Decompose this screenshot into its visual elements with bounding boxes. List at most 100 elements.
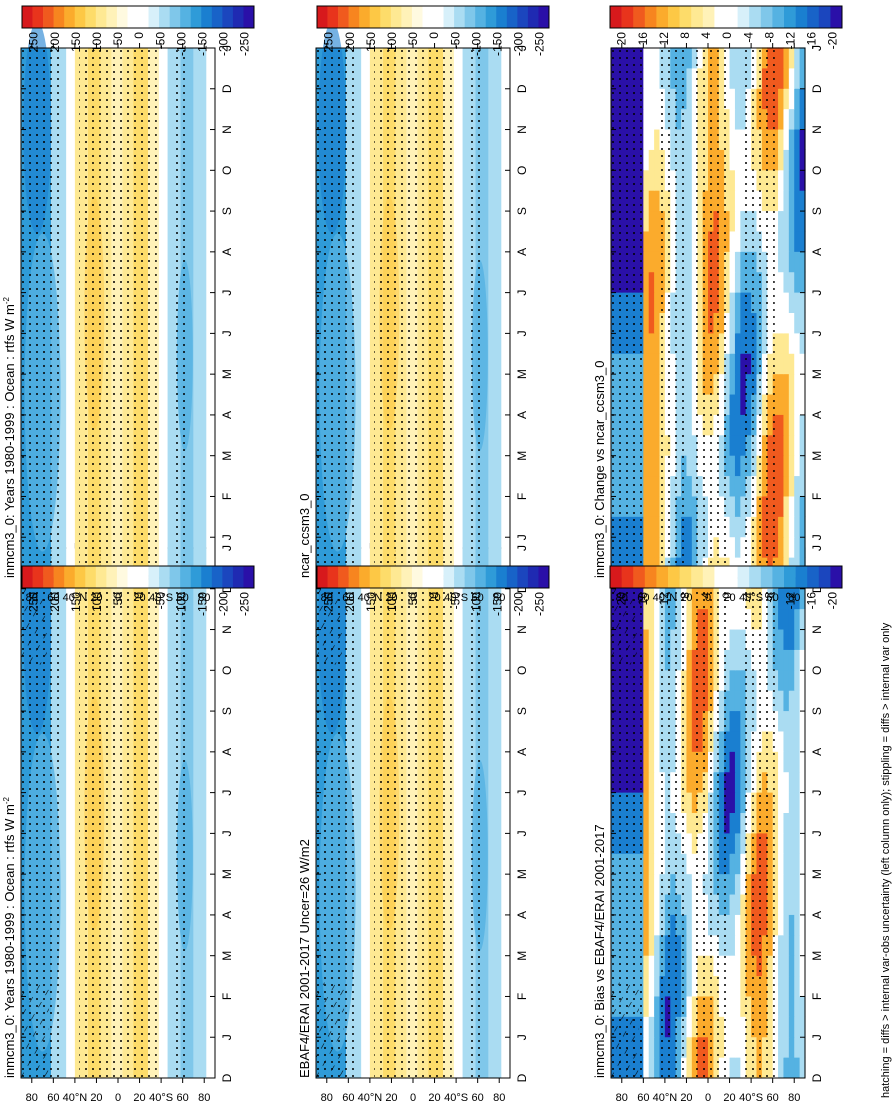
- colorbar-swatch: [401, 6, 413, 28]
- month-tick-label: F: [810, 993, 824, 1000]
- colorbar-label: 200: [48, 32, 62, 52]
- lat-tick-label: 20: [133, 1092, 145, 1104]
- colorbar-swatch: [538, 6, 550, 28]
- colorbar-swatch: [506, 566, 518, 588]
- colorbar-label: -100: [469, 592, 483, 616]
- colorbar-swatch: [784, 6, 796, 28]
- panel-title: ncar_ccsm3_0: [297, 493, 312, 578]
- colorbar-label: 150: [364, 592, 378, 612]
- colorbar-swatch: [679, 6, 692, 28]
- colorbar-swatch: [74, 566, 86, 588]
- colorbar-swatch: [818, 6, 831, 28]
- colorbar-swatch: [243, 6, 255, 28]
- colorbar-swatch: [411, 566, 423, 588]
- month-tick-label: N: [220, 625, 234, 634]
- colorbar-label: 200: [343, 592, 357, 612]
- stippling-region: [740, 548, 775, 1078]
- colorbars: 250 200 150 100 50 0 -50 -100 -150 -200 -250 250 200…: [21, 5, 843, 616]
- lat-tick-label: 40°S: [739, 1092, 763, 1104]
- colorbar-swatch: [679, 566, 692, 588]
- colorbar-label: 200: [343, 32, 357, 52]
- month-tick-label: J: [515, 330, 529, 336]
- lat-tick-label: 60: [342, 1092, 354, 1104]
- month-tick-label: D: [220, 584, 234, 593]
- lat-tick-label: 40°S: [444, 1092, 468, 1104]
- lat-tick-label: 60: [342, 592, 354, 604]
- month-tick-label: A: [220, 411, 234, 419]
- lat-tick-label: 0: [115, 1092, 121, 1104]
- colorbar-swatch: [327, 566, 339, 588]
- month-tick-label: J: [810, 534, 824, 540]
- colorbar-swatch: [380, 6, 392, 28]
- colorbar-swatch: [106, 566, 118, 588]
- colorbar-swatch: [201, 6, 213, 28]
- colorbar-swatch: [496, 6, 508, 28]
- colorbar-swatch: [691, 566, 704, 588]
- colorbar-label: -100: [174, 32, 188, 56]
- month-tick-label: J: [810, 790, 824, 796]
- month-tick-label: A: [220, 248, 234, 256]
- colorbar-label: -50: [153, 592, 167, 610]
- colorbar-swatch: [201, 566, 213, 588]
- colorbar: 250 200 150 100 50 0 -50 -100 -150 -200 -250: [316, 565, 550, 616]
- stippling-region: [171, 48, 190, 578]
- colorbar-swatch: [159, 566, 170, 588]
- month-tick-label: J: [220, 1034, 234, 1040]
- plot-area: [611, 47, 806, 578]
- colorbar: 250 200 150 100 50 0 -50 -100 -150 -200 -250: [21, 565, 255, 616]
- lat-tick-label: 80: [616, 592, 628, 604]
- stippling-region: [466, 548, 485, 1078]
- colorbar-swatch: [760, 566, 773, 588]
- lat-tick-label: 20: [90, 592, 102, 604]
- colorbar-swatch: [726, 6, 738, 28]
- colorbar-swatch: [656, 566, 669, 588]
- month-tick-label: O: [515, 166, 529, 175]
- colorbar-swatch: [222, 566, 234, 588]
- colorbar-swatch: [222, 6, 234, 28]
- stippling-region: [466, 48, 485, 578]
- colorbar-swatch: [180, 6, 192, 28]
- colorbar-label: -200: [217, 592, 231, 616]
- lat-tick-label: 20: [680, 592, 692, 604]
- colorbar-swatch: [359, 6, 371, 28]
- colorbar-swatch: [633, 566, 646, 588]
- month-tick-label: M: [220, 869, 234, 879]
- colorbar-label: 0: [132, 592, 146, 599]
- lat-tick-label: 0: [410, 1092, 416, 1104]
- panel-title: inmcm3_0: Bias vs EBAF4/ERAI 2001-2017: [592, 824, 607, 1078]
- colorbar-swatch: [749, 6, 762, 28]
- colorbar-swatch: [317, 566, 328, 588]
- colorbar-label: -20: [826, 592, 840, 610]
- colorbar-swatch: [714, 6, 727, 28]
- colorbar-label: -4: [741, 592, 755, 603]
- month-tick-label: N: [810, 125, 824, 134]
- month-tick-label: F: [515, 493, 529, 500]
- colorbar-swatch: [138, 566, 149, 588]
- colorbar-label: -250: [238, 592, 252, 616]
- colorbar-label: -50: [448, 592, 462, 610]
- lat-tick-label: 80: [788, 1092, 800, 1104]
- colorbar-swatch: [422, 566, 434, 588]
- colorbar-label: -8: [762, 592, 776, 603]
- colorbar-swatch: [737, 566, 750, 588]
- lat-tick-label: 0: [705, 1092, 711, 1104]
- colorbar-swatch: [760, 6, 773, 28]
- lat-tick-label: 20: [385, 1092, 397, 1104]
- lat-tick-label: 60: [177, 1092, 189, 1104]
- month-tick-label: S: [515, 707, 529, 715]
- colorbar-swatch: [348, 566, 360, 588]
- plot-area: [611, 547, 806, 1078]
- colorbar-swatch: [359, 566, 371, 588]
- colorbar-label: 0: [427, 32, 441, 39]
- colorbar-swatch: [702, 566, 715, 588]
- colorbar-swatch: [610, 566, 622, 588]
- stippling-region: [421, 48, 452, 578]
- month-tick-label: J: [220, 545, 234, 551]
- month-tick-label: A: [220, 748, 234, 756]
- lat-tick-label: 80: [321, 1092, 333, 1104]
- colorbar-swatch: [422, 6, 434, 28]
- colorbar-swatch: [169, 566, 181, 588]
- colorbar-swatch: [475, 566, 487, 588]
- month-tick-label: M: [220, 951, 234, 961]
